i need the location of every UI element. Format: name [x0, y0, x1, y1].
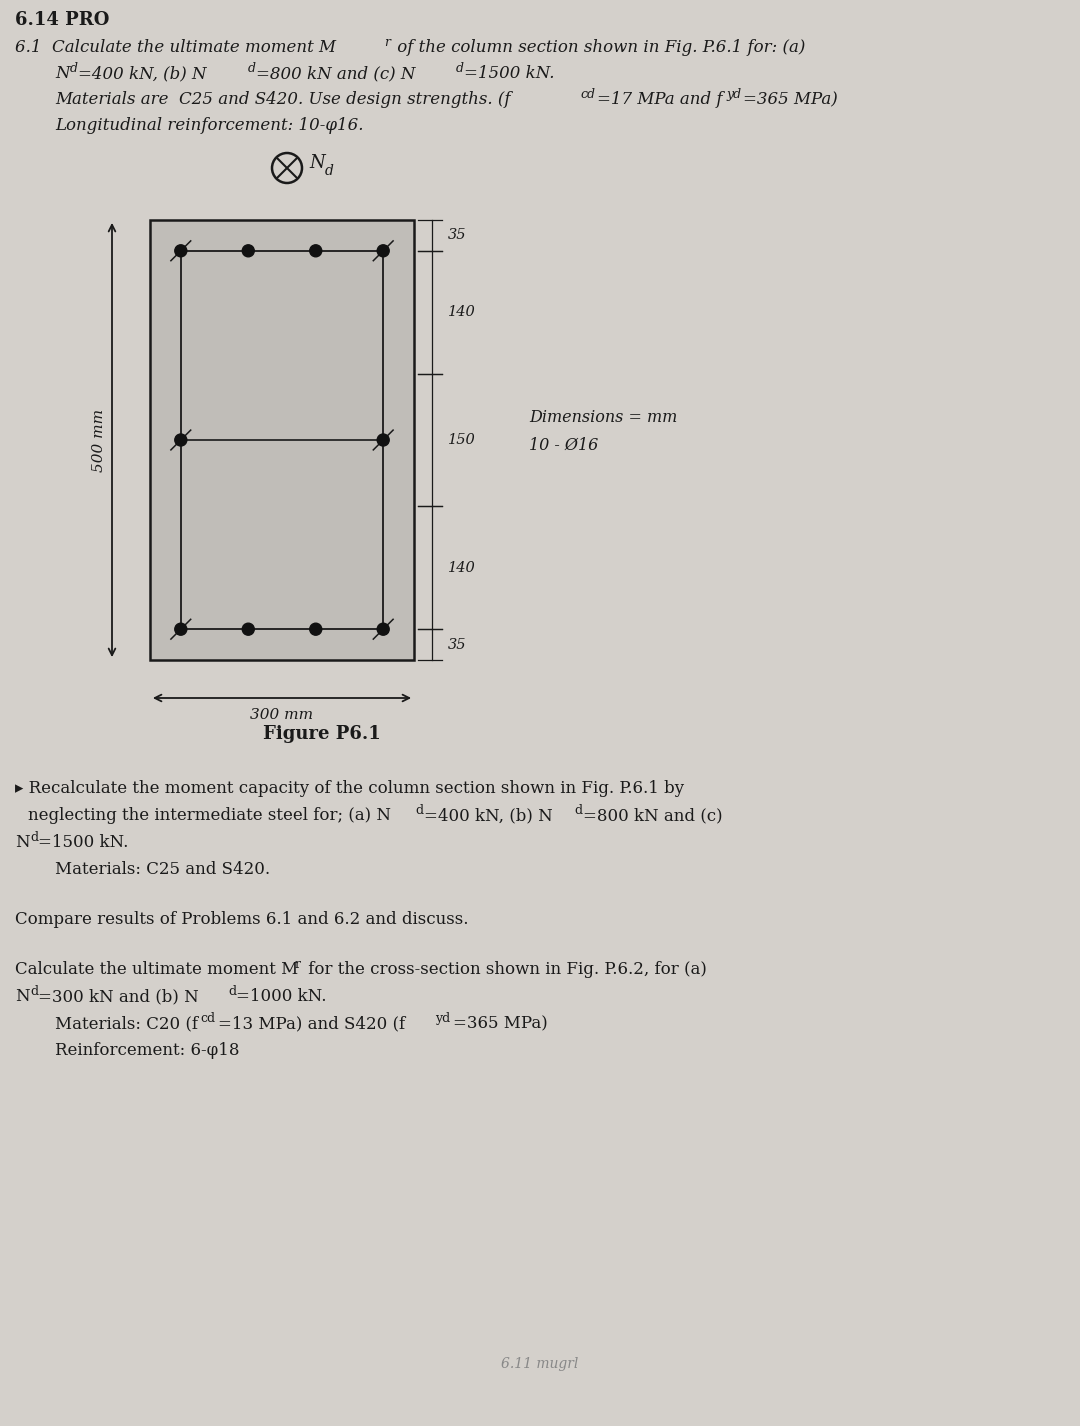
Text: d: d — [30, 985, 38, 998]
Text: d: d — [325, 164, 334, 178]
Text: =400 kN, (b) N: =400 kN, (b) N — [424, 807, 553, 824]
Text: 140: 140 — [448, 305, 476, 319]
Text: =365 MPa): =365 MPa) — [453, 1015, 548, 1032]
Circle shape — [175, 434, 187, 446]
Text: =1000 kN.: =1000 kN. — [237, 988, 326, 1005]
Text: Longitudinal reinforcement: 10-φ16.: Longitudinal reinforcement: 10-φ16. — [55, 117, 364, 134]
Text: N: N — [309, 154, 325, 173]
Bar — [150, 220, 414, 660]
Text: d: d — [248, 61, 256, 76]
Text: Compare results of Problems 6.1 and 6.2 and discuss.: Compare results of Problems 6.1 and 6.2 … — [15, 911, 469, 928]
Text: r: r — [384, 36, 390, 48]
Text: 140: 140 — [448, 560, 476, 575]
Text: 150: 150 — [448, 434, 476, 446]
Text: 10 - Ø16: 10 - Ø16 — [529, 436, 598, 453]
Text: =13 MPa) and S420 (f: =13 MPa) and S420 (f — [218, 1015, 405, 1032]
Text: yd: yd — [435, 1012, 450, 1025]
Circle shape — [175, 245, 187, 257]
Circle shape — [242, 245, 254, 257]
Text: Materials: C20 (f: Materials: C20 (f — [55, 1015, 198, 1032]
Text: r: r — [295, 958, 301, 971]
Text: 300 mm: 300 mm — [251, 707, 313, 722]
Text: cd: cd — [580, 88, 595, 101]
Text: d: d — [415, 804, 423, 817]
Text: N: N — [15, 988, 29, 1005]
Text: yd: yd — [726, 88, 741, 101]
Text: d: d — [30, 831, 38, 844]
Text: Reinforcement: 6-φ18: Reinforcement: 6-φ18 — [55, 1042, 240, 1060]
Text: 35: 35 — [448, 228, 467, 242]
Text: d: d — [456, 61, 464, 76]
Text: =800 kN and (c) N: =800 kN and (c) N — [256, 66, 416, 83]
Text: Materials: C25 and S420.: Materials: C25 and S420. — [55, 861, 270, 878]
Text: =300 kN and (b) N: =300 kN and (b) N — [38, 988, 199, 1005]
Text: Materials are  C25 and S420. Use design strengths. (f: Materials are C25 and S420. Use design s… — [55, 91, 511, 108]
Text: 500 mm: 500 mm — [92, 408, 106, 472]
Circle shape — [310, 245, 322, 257]
Circle shape — [175, 623, 187, 635]
Text: ▸ Recalculate the moment capacity of the column section shown in Fig. P.6.1 by: ▸ Recalculate the moment capacity of the… — [15, 780, 684, 797]
Circle shape — [242, 623, 254, 635]
Text: d: d — [70, 61, 78, 76]
Circle shape — [310, 623, 322, 635]
Circle shape — [377, 434, 389, 446]
Text: =1500 kN.: =1500 kN. — [464, 66, 554, 83]
Text: cd: cd — [200, 1012, 215, 1025]
Text: Dimensions = mm: Dimensions = mm — [529, 409, 677, 426]
Text: Calculate the ultimate moment M: Calculate the ultimate moment M — [15, 961, 298, 978]
Text: neglecting the intermediate steel for; (a) N: neglecting the intermediate steel for; (… — [28, 807, 391, 824]
Text: Figure P6.1: Figure P6.1 — [264, 724, 381, 743]
Text: =1500 kN.: =1500 kN. — [38, 834, 129, 851]
Circle shape — [377, 623, 389, 635]
Text: =365 MPa): =365 MPa) — [743, 91, 838, 108]
Text: of the column section shown in Fig. P.6.1 for: (a): of the column section shown in Fig. P.6.… — [392, 39, 806, 56]
Text: d: d — [573, 804, 582, 817]
Bar — [180, 251, 383, 629]
Text: d: d — [228, 985, 237, 998]
Text: =400 kN, (b) N: =400 kN, (b) N — [78, 66, 206, 83]
Text: N: N — [15, 834, 29, 851]
Text: =17 MPa and f: =17 MPa and f — [597, 91, 723, 108]
Text: for the cross-section shown in Fig. P.6.2, for (a): for the cross-section shown in Fig. P.6.… — [303, 961, 707, 978]
Text: =800 kN and (c): =800 kN and (c) — [583, 807, 723, 824]
Text: 35: 35 — [448, 637, 467, 652]
Text: 6.1  Calculate the ultimate moment M: 6.1 Calculate the ultimate moment M — [15, 39, 336, 56]
Text: N: N — [55, 66, 69, 83]
Text: 6.11 mugrl: 6.11 mugrl — [501, 1358, 579, 1370]
Circle shape — [377, 245, 389, 257]
Text: 6.14 PRO: 6.14 PRO — [15, 11, 109, 29]
